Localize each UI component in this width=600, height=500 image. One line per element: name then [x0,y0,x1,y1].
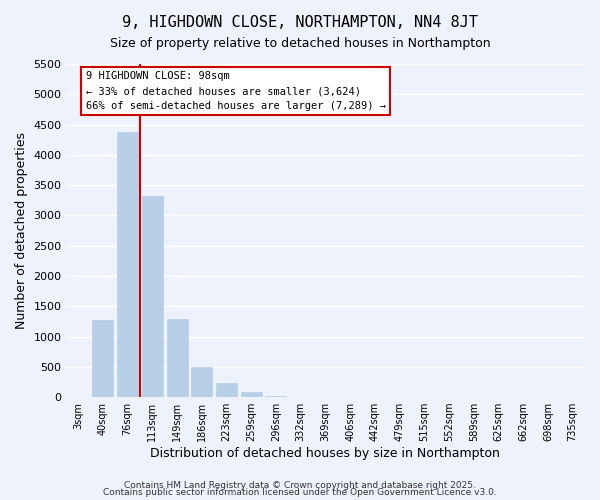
Bar [265,396,286,397]
Bar [216,383,237,397]
Text: 9 HIGHDOWN CLOSE: 98sqm
← 33% of detached houses are smaller (3,624)
66% of semi: 9 HIGHDOWN CLOSE: 98sqm ← 33% of detache… [86,72,386,111]
Bar [167,319,188,397]
Bar [142,196,163,397]
Text: Size of property relative to detached houses in Northampton: Size of property relative to detached ho… [110,38,490,51]
Bar [241,392,262,397]
Text: Contains HM Land Registry data © Crown copyright and database right 2025.: Contains HM Land Registry data © Crown c… [124,480,476,490]
Bar [191,367,212,397]
X-axis label: Distribution of detached houses by size in Northampton: Distribution of detached houses by size … [151,447,500,460]
Text: Contains public sector information licensed under the Open Government Licence v3: Contains public sector information licen… [103,488,497,497]
Y-axis label: Number of detached properties: Number of detached properties [15,132,28,329]
Bar [92,320,113,397]
Text: 9, HIGHDOWN CLOSE, NORTHAMPTON, NN4 8JT: 9, HIGHDOWN CLOSE, NORTHAMPTON, NN4 8JT [122,15,478,30]
Bar [117,132,138,397]
